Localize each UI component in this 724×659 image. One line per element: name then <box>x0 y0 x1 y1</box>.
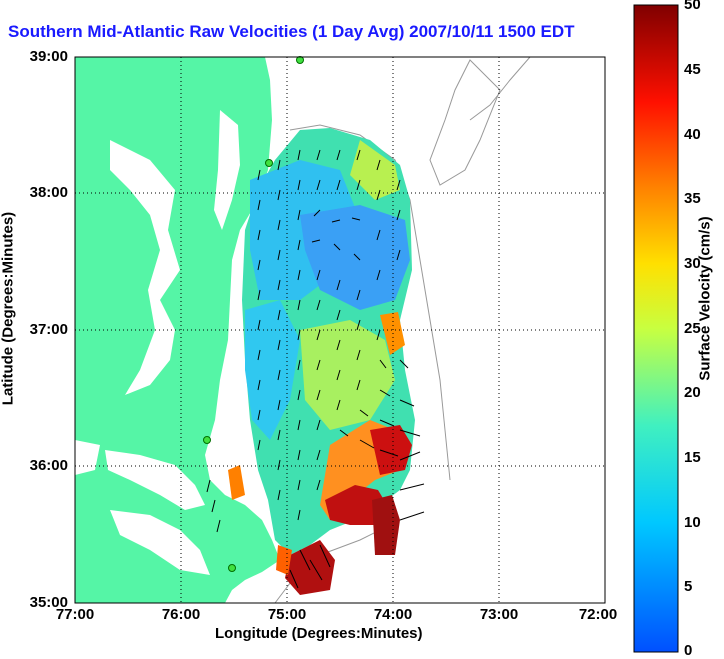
colorbar-tick-25: 25 <box>684 320 701 337</box>
colorbar-tick-15: 15 <box>684 449 701 466</box>
land-mass <box>75 57 280 603</box>
colorbar-tick-20: 20 <box>684 384 701 401</box>
colorbar-tick-45: 45 <box>684 61 701 78</box>
velocity-field <box>228 128 415 595</box>
colorbar-tick-30: 30 <box>684 255 701 272</box>
colorbar-label: Surface Velocity (cm/s) <box>696 216 714 381</box>
colorbar <box>633 4 679 653</box>
xtick-76: 76:00 <box>161 606 201 623</box>
colorbar-tick-35: 35 <box>684 190 701 207</box>
station-markers <box>203 56 304 572</box>
x-axis-label: Longitude (Degrees:Minutes) <box>215 625 423 642</box>
y-axis-label: Latitude (Degrees:Minutes) <box>0 211 17 406</box>
ytick-38: 38:00 <box>29 184 68 201</box>
ytick-37: 37:00 <box>29 321 68 338</box>
ytick-36: 36:00 <box>29 457 68 474</box>
colorbar-tick-10: 10 <box>684 514 701 531</box>
colorbar-tick-50: 50 <box>684 0 701 13</box>
ytick-35: 35:00 <box>29 594 68 611</box>
colorbar-tick-5: 5 <box>684 578 693 595</box>
map-title: Southern Mid-Atlantic Raw Velocities (1 … <box>8 22 575 41</box>
velocity-arrows <box>206 149 425 589</box>
xtick-75: 75:00 <box>267 606 307 623</box>
plot-frame <box>74 56 606 604</box>
xtick-77: 77:00 <box>55 606 95 623</box>
xtick-74: 74:00 <box>373 606 413 623</box>
xtick-73: 73:00 <box>479 606 519 623</box>
xtick-72: 72:00 <box>578 606 618 623</box>
colorbar-tick-40: 40 <box>684 126 701 143</box>
colorbar-tick-0: 0 <box>684 642 693 659</box>
gridlines <box>75 57 605 603</box>
ytick-39: 39:00 <box>29 48 68 65</box>
